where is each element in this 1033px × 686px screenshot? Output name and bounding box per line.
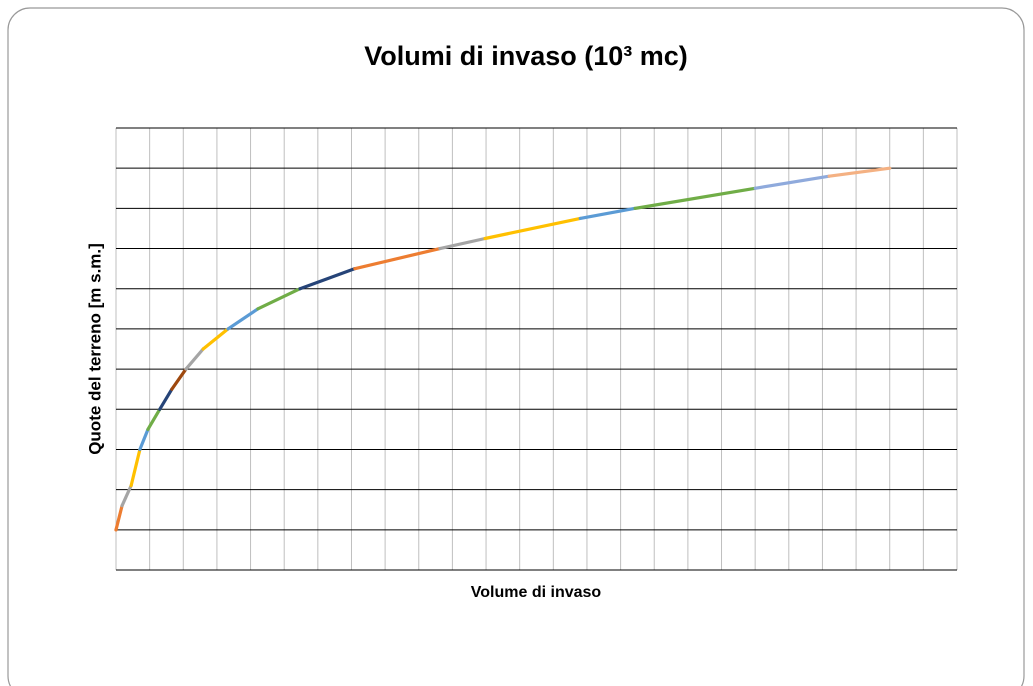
line-segment bbox=[129, 447, 142, 488]
line-segment bbox=[120, 484, 133, 508]
line-segment bbox=[483, 216, 582, 241]
chart-title: Volumi di invaso (10³ mc) bbox=[364, 41, 688, 71]
line-segment bbox=[158, 387, 174, 411]
line-segment bbox=[226, 307, 260, 331]
line-segment bbox=[114, 504, 124, 532]
line-segment bbox=[298, 267, 357, 291]
line-segment bbox=[353, 246, 442, 271]
line-segment bbox=[170, 367, 188, 391]
line-segment bbox=[827, 166, 892, 178]
line-segment bbox=[201, 327, 230, 351]
line-segment bbox=[578, 206, 637, 221]
line-segment bbox=[633, 186, 757, 210]
line-segment bbox=[138, 427, 150, 452]
y-axis-label: Quote del terreno [m s.m.] bbox=[85, 243, 104, 455]
line-segment bbox=[753, 174, 831, 190]
chart-frame bbox=[7, 7, 1025, 686]
line-segment bbox=[184, 347, 205, 371]
line-segment bbox=[438, 236, 487, 251]
line-segment bbox=[146, 407, 162, 431]
x-axis-label: Volume di invaso bbox=[471, 584, 602, 601]
line-segment bbox=[256, 287, 302, 311]
